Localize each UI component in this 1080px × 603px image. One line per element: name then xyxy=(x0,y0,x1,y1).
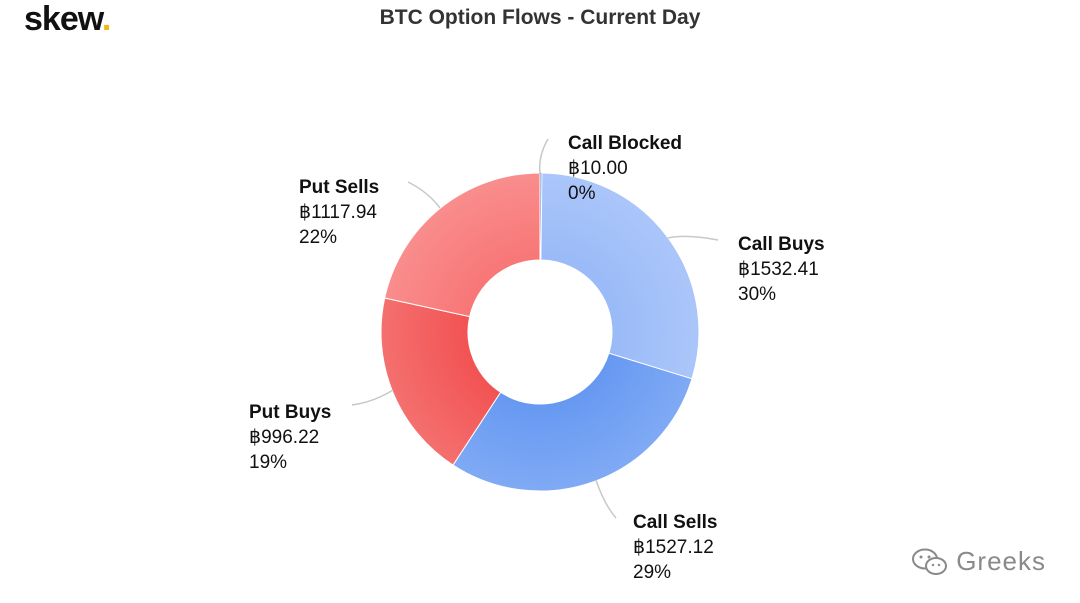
label-value-put-sells: ฿1117.94 xyxy=(299,202,377,223)
label-percent-call-buys: 30% xyxy=(738,284,776,305)
label-percent-put-buys: 19% xyxy=(249,452,287,473)
wechat-icon xyxy=(912,548,948,575)
connector-call-sells xyxy=(595,479,617,519)
label-percent-call-blocked: 0% xyxy=(568,183,596,204)
label-value-call-buys: ฿1532.41 xyxy=(738,259,819,280)
label-value-call-blocked: ฿10.00 xyxy=(568,158,628,179)
label-name-put-buys: Put Buys xyxy=(249,402,331,423)
label-name-call-sells: Call Sells xyxy=(633,512,718,533)
connector-call-blocked xyxy=(538,138,549,175)
donut-hole xyxy=(468,260,612,404)
connector-put-sells xyxy=(407,181,441,209)
watermark: Greeks xyxy=(910,546,1046,577)
watermark-text: Greeks xyxy=(956,546,1046,576)
logo-text: skew xyxy=(24,0,103,38)
slices-group xyxy=(380,172,700,492)
label-name-call-blocked: Call Blocked xyxy=(568,133,682,154)
label-name-call-buys: Call Buys xyxy=(738,234,825,255)
label-value-call-sells: ฿1527.12 xyxy=(633,537,714,558)
label-percent-put-sells: 22% xyxy=(299,227,337,248)
label-value-put-buys: ฿996.22 xyxy=(249,427,319,448)
logo-dot: . xyxy=(101,0,112,38)
chart-title: BTC Option Flows - Current Day xyxy=(379,6,701,29)
labels-group: Call Blocked ฿10.00 0% Call Buys ฿1532.41 30%… xyxy=(249,133,825,583)
label-name-put-sells: Put Sells xyxy=(299,177,379,198)
connectors-group xyxy=(351,138,719,519)
label-percent-call-sells: 29% xyxy=(633,562,671,583)
connector-call-buys xyxy=(667,235,719,241)
connector-put-buys xyxy=(351,389,394,406)
skew-logo: skew. xyxy=(24,0,112,39)
